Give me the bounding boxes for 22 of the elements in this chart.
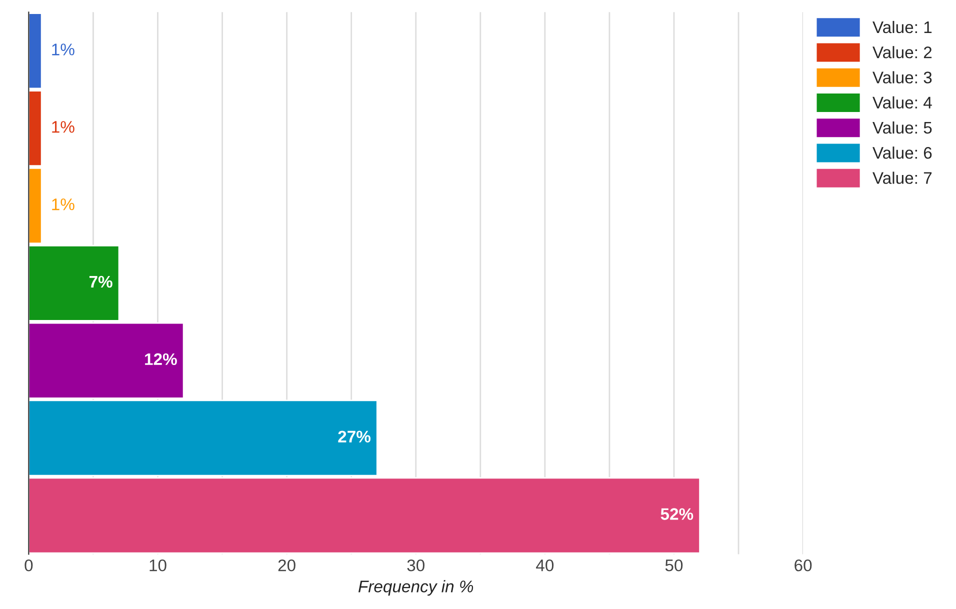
x-axis-title: Frequency in % — [358, 580, 474, 596]
data-label: 52% — [660, 508, 694, 520]
x-tick-label: 60 — [794, 559, 812, 572]
x-tick-label: 40 — [536, 559, 554, 572]
x-tick-label: 10 — [150, 559, 166, 572]
data-label: 7% — [89, 276, 112, 288]
legend-label: Value: 4 — [872, 96, 932, 109]
x-tick-label: 30 — [407, 559, 424, 572]
legend-label: Value: 6 — [872, 146, 932, 159]
x-tick-label: 50 — [665, 559, 683, 572]
data-label: 1% — [52, 198, 74, 210]
legend-label: Value: 1 — [872, 20, 932, 34]
data-label: 27% — [338, 430, 371, 442]
x-tick-label: 20 — [278, 559, 296, 572]
legend-label: Value: 7 — [872, 172, 932, 184]
legend-label: Value: 3 — [872, 71, 932, 84]
data-label: 12% — [145, 353, 177, 366]
data-label: 1% — [52, 44, 74, 56]
legend-label: Value: 5 — [872, 121, 932, 134]
data-label: 1% — [52, 121, 74, 133]
legend-label: Value: 2 — [872, 46, 932, 58]
x-tick-label: 0 — [24, 559, 33, 572]
